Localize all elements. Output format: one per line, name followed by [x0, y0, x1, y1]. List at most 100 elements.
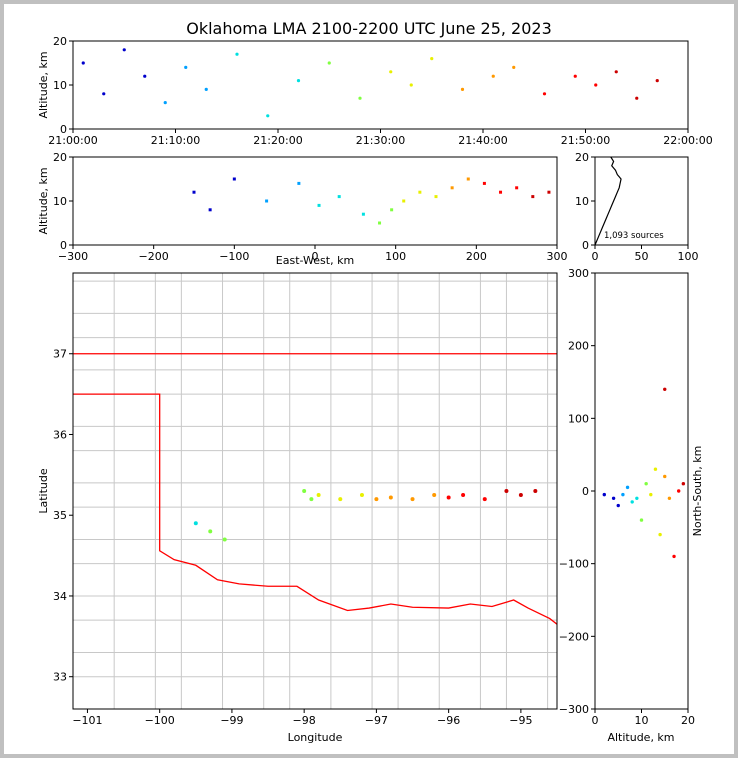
altitude-northsouth-point: [630, 500, 634, 504]
eastwest-altitude-point: [337, 195, 341, 199]
time-altitude-points: [81, 48, 659, 118]
time-altitude-xtick-label: 21:50:00: [561, 134, 610, 147]
altitude-northsouth-points: [602, 387, 686, 559]
time-altitude-point: [296, 79, 301, 83]
altitude-histogram-panel: 0 50 100 0 10 20 1,093 sources: [575, 151, 699, 263]
altitude-northsouth-point: [649, 492, 653, 497]
eastwest-altitude-xlabel: East-West, km: [276, 254, 354, 267]
eastwest-altitude-ylabel: Altitude, km: [37, 167, 50, 234]
altitude-northsouth-xtick-label: 20: [681, 714, 695, 727]
eastwest-altitude-xtick-label: 100: [385, 250, 406, 263]
plan-view-point: [338, 497, 343, 502]
altitude-northsouth-point: [639, 518, 644, 522]
altitude-northsouth-point: [635, 496, 639, 500]
eastwest-altitude-point: [434, 195, 438, 199]
time-altitude-point: [430, 57, 434, 61]
source-count: 1,093 sources: [604, 231, 664, 241]
time-altitude-xtick-label: 21:30:00: [356, 134, 405, 147]
time-altitude-point: [235, 52, 239, 56]
plan-view-point: [446, 495, 451, 500]
eastwest-altitude-point: [232, 177, 236, 181]
eastwest-altitude-point: [515, 186, 519, 190]
plan-view-ticks: −101 −100 −99 −98 −97 −96 −95 33 34 35 36 37: [53, 348, 532, 727]
time-altitude-point: [655, 79, 659, 83]
altitude-northsouth-point: [644, 482, 648, 486]
time-altitude-point: [266, 114, 270, 118]
histogram-ticks: 0 50 100 0 10 20: [575, 151, 699, 263]
altitude-northsouth-ticks: 0 10 20 −300 −200 −100 0 100 200 300: [559, 267, 695, 727]
histogram-xtick-label: 50: [635, 250, 649, 263]
plan-view-point: [461, 493, 466, 498]
plan-view-point: [504, 489, 509, 493]
eastwest-altitude-panel: −300 −200 −100 0 100 200 300 0 10 20 Altitude, km…: [37, 151, 568, 267]
time-altitude-point: [594, 83, 598, 87]
histogram-line: [594, 156, 622, 246]
plan-view-point: [374, 497, 379, 502]
histogram-ytick-label: 20: [575, 151, 589, 164]
county-lines: [73, 273, 557, 709]
plan-view-point: [359, 493, 364, 498]
plan-view-xtick-label: −95: [509, 714, 532, 727]
plan-view-point: [388, 495, 393, 500]
eastwest-altitude-xtick-label: −200: [139, 250, 169, 263]
eastwest-altitude-point: [317, 203, 321, 207]
plan-view-ytick-label: 36: [53, 428, 67, 441]
time-altitude-ticks: 21:00:00 21:10:00 21:20:00 21:30:00 21:40:00…: [48, 35, 712, 147]
plan-view-xtick-label: −101: [72, 714, 102, 727]
eastwest-altitude-ytick-label: 0: [60, 239, 67, 252]
time-altitude-point: [635, 96, 639, 100]
eastwest-altitude-frame: [72, 156, 558, 246]
time-altitude-point: [163, 101, 167, 105]
eastwest-altitude-xtick-label: −300: [58, 250, 88, 263]
eastwest-altitude-point: [482, 181, 486, 185]
altitude-northsouth-frame: [594, 272, 689, 710]
lma-figure: Oklahoma LMA 2100-2200 UTC June 25, 2023…: [37, 19, 713, 744]
time-altitude-point: [102, 92, 106, 96]
plan-view-ytick-label: 37: [53, 348, 67, 361]
eastwest-altitude-points: [192, 177, 551, 225]
eastwest-altitude-xtick-label: 0: [312, 250, 319, 263]
time-altitude-xtick-label: 22:00:00: [663, 134, 712, 147]
eastwest-altitude-point: [297, 181, 301, 185]
eastwest-altitude-point: [531, 195, 535, 199]
eastwest-altitude-point: [208, 208, 212, 212]
eastwest-altitude-ytick-label: 10: [53, 195, 67, 208]
altitude-northsouth-ytick-label: 200: [568, 340, 589, 353]
altitude-northsouth-xtick-label: 0: [592, 714, 599, 727]
eastwest-altitude-point: [547, 190, 551, 194]
plan-view-point: [222, 537, 227, 542]
altitude-northsouth-xlabel: Altitude, km: [607, 731, 674, 744]
time-altitude-ytick-label: 0: [60, 123, 67, 136]
eastwest-altitude-point: [450, 186, 454, 190]
plan-view-point: [208, 529, 213, 534]
eastwest-altitude-point: [418, 190, 422, 194]
time-altitude-point: [389, 70, 393, 74]
plan-view-point: [533, 489, 538, 493]
time-altitude-point: [512, 65, 516, 69]
plan-view-point: [482, 497, 487, 502]
altitude-northsouth-point: [616, 503, 620, 508]
eastwest-altitude-xtick-label: 300: [547, 250, 568, 263]
figure: Oklahoma LMA 2100-2200 UTC June 25, 2023…: [4, 4, 734, 754]
plan-view-ytick-label: 34: [53, 590, 67, 603]
eastwest-altitude-ytick-label: 20: [53, 151, 67, 164]
altitude-northsouth-ytick-label: 100: [568, 412, 589, 425]
time-altitude-ytick-label: 20: [53, 35, 67, 48]
eastwest-altitude-point: [499, 190, 503, 194]
time-altitude-point: [358, 96, 362, 100]
altitude-northsouth-point: [677, 489, 681, 493]
plan-view-ytick-label: 35: [53, 509, 67, 522]
time-altitude-point: [204, 87, 208, 91]
time-altitude-xtick-label: 21:10:00: [151, 134, 200, 147]
plan-view-point: [309, 497, 314, 502]
plan-view-xlabel: Longitude: [288, 731, 343, 744]
altitude-northsouth-point: [672, 554, 676, 559]
plan-view-point: [302, 489, 307, 493]
altitude-northsouth-point: [625, 485, 630, 490]
time-altitude-ylabel: Altitude, km: [37, 51, 50, 118]
plan-view-ylabel: Latitude: [37, 468, 50, 514]
eastwest-altitude-point: [402, 199, 406, 203]
altitude-northsouth-point: [663, 474, 667, 479]
altitude-northsouth-ytick-label: −100: [559, 558, 589, 571]
plan-view-points: [193, 489, 538, 542]
